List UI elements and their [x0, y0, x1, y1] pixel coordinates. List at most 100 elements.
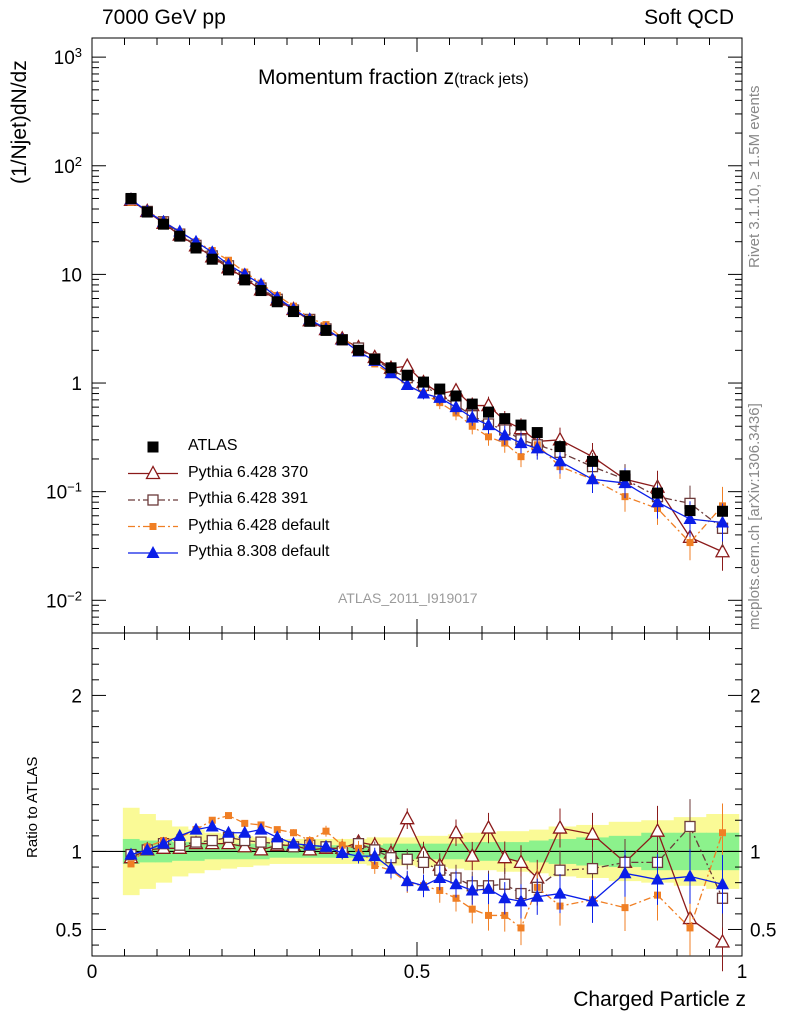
- plot-title-main: Momentum fraction z: [258, 66, 455, 89]
- x-tick-label: 0.5: [404, 962, 430, 983]
- data-point: [468, 422, 476, 430]
- y-tick-exponent: 3: [75, 45, 82, 60]
- data-point: [485, 433, 492, 441]
- y-tick-label: 103: [54, 45, 82, 70]
- ratio-tick-label-right: 1: [750, 842, 761, 863]
- data-point: [369, 353, 381, 365]
- data-point: [531, 427, 543, 439]
- y-tick-exponent: −2: [67, 588, 82, 603]
- ratio-point: [449, 877, 463, 890]
- ratio-point: [517, 924, 525, 932]
- ratio-point: [497, 849, 513, 864]
- ratio-point: [157, 836, 170, 849]
- data-point: [353, 344, 364, 356]
- y-tick-label: 102: [54, 153, 82, 178]
- ratio-point: [222, 825, 235, 838]
- ratio-point: [241, 819, 249, 827]
- ratio-point: [189, 822, 203, 835]
- data-point: [618, 476, 632, 489]
- plot-title: Momentum fraction z(track jets): [258, 66, 529, 90]
- ratio-point: [554, 864, 566, 876]
- data-point: [482, 418, 495, 431]
- ratio-point: [273, 826, 281, 834]
- ratio-point: [319, 839, 333, 852]
- data-point: [399, 357, 415, 372]
- data-point: [517, 453, 525, 461]
- data-point: [239, 274, 251, 286]
- ratio-point: [417, 878, 430, 891]
- ratio-point: [683, 869, 697, 882]
- analysis-id-label: ATLAS_2011_I919017: [338, 590, 478, 606]
- ratio-point: [530, 889, 544, 902]
- ratio-point: [124, 847, 138, 860]
- ratio-point: [468, 905, 476, 913]
- legend-label: ATLAS: [188, 437, 238, 454]
- mcplots-reference-label: mcplots.cern.ch [arXiv:1306.3436]: [746, 403, 763, 630]
- data-point: [271, 296, 283, 308]
- data-point: [684, 505, 696, 517]
- ratio-point: [335, 846, 349, 859]
- data-point: [336, 334, 348, 346]
- ratio-point: [464, 847, 480, 862]
- y-tick-label: 10: [61, 265, 82, 286]
- ratio-point: [399, 810, 415, 825]
- data-point: [434, 383, 446, 395]
- data-point: [288, 306, 299, 318]
- ratio-point: [417, 856, 430, 869]
- ratio-point: [205, 819, 219, 832]
- ratio-line: [130, 814, 724, 930]
- ratio-point: [238, 825, 252, 838]
- ratio-point: [371, 861, 379, 869]
- ratio-point: [686, 924, 694, 932]
- ratio-point: [225, 812, 232, 820]
- y-tick-base: 10: [54, 157, 75, 178]
- ratio-point: [553, 886, 567, 899]
- ratio-point: [485, 911, 492, 919]
- x-axis-label: Charged Particle z: [573, 988, 746, 1011]
- ratio-point: [206, 834, 218, 847]
- data-point: [716, 515, 729, 528]
- data-point: [401, 369, 413, 381]
- data-point: [174, 230, 186, 242]
- ratio-point: [173, 828, 187, 841]
- y-tick-exponent: −1: [67, 479, 82, 494]
- y-tick-base: 10: [46, 483, 67, 504]
- data-point: [466, 398, 478, 410]
- data-point: [514, 436, 528, 449]
- data-point: [686, 539, 694, 547]
- ratio-point: [290, 829, 297, 837]
- ratio-point: [352, 849, 365, 862]
- ratio-point: [448, 824, 464, 839]
- y-tick-exponent: 2: [75, 153, 82, 168]
- ratio-point: [716, 877, 729, 890]
- ratio-point: [452, 894, 460, 902]
- ratio-point: [254, 822, 268, 835]
- data-point: [141, 206, 153, 218]
- ratio-point: [584, 825, 601, 840]
- ratio-point: [303, 838, 317, 851]
- ratio-point: [355, 844, 362, 852]
- plot-title-sub: (track jets): [454, 71, 529, 88]
- legend-marker: [147, 494, 159, 506]
- x-tick-label: 0: [87, 962, 98, 983]
- ratio-point: [368, 849, 382, 862]
- ratio-point: [322, 827, 330, 835]
- ratio-point: [433, 870, 447, 883]
- ratio-panel-frame: [91, 632, 743, 957]
- data-point: [418, 376, 429, 388]
- data-point: [433, 390, 447, 403]
- ratio-point: [651, 872, 664, 885]
- data-point: [304, 315, 316, 327]
- ratio-tick-label: 0.5: [56, 920, 82, 941]
- ratio-tick-label: 1: [71, 842, 82, 863]
- y-tick-base: 10: [54, 48, 75, 69]
- ratio-point: [513, 854, 529, 869]
- data-point: [586, 472, 599, 485]
- ratio-point: [127, 860, 135, 868]
- data-point: [385, 362, 397, 374]
- ratio-point: [621, 904, 629, 912]
- ratio-point: [287, 836, 300, 849]
- y-axis-label: (1/Njet)dN/dz: [8, 60, 31, 184]
- y-tick-base: 10: [46, 591, 67, 612]
